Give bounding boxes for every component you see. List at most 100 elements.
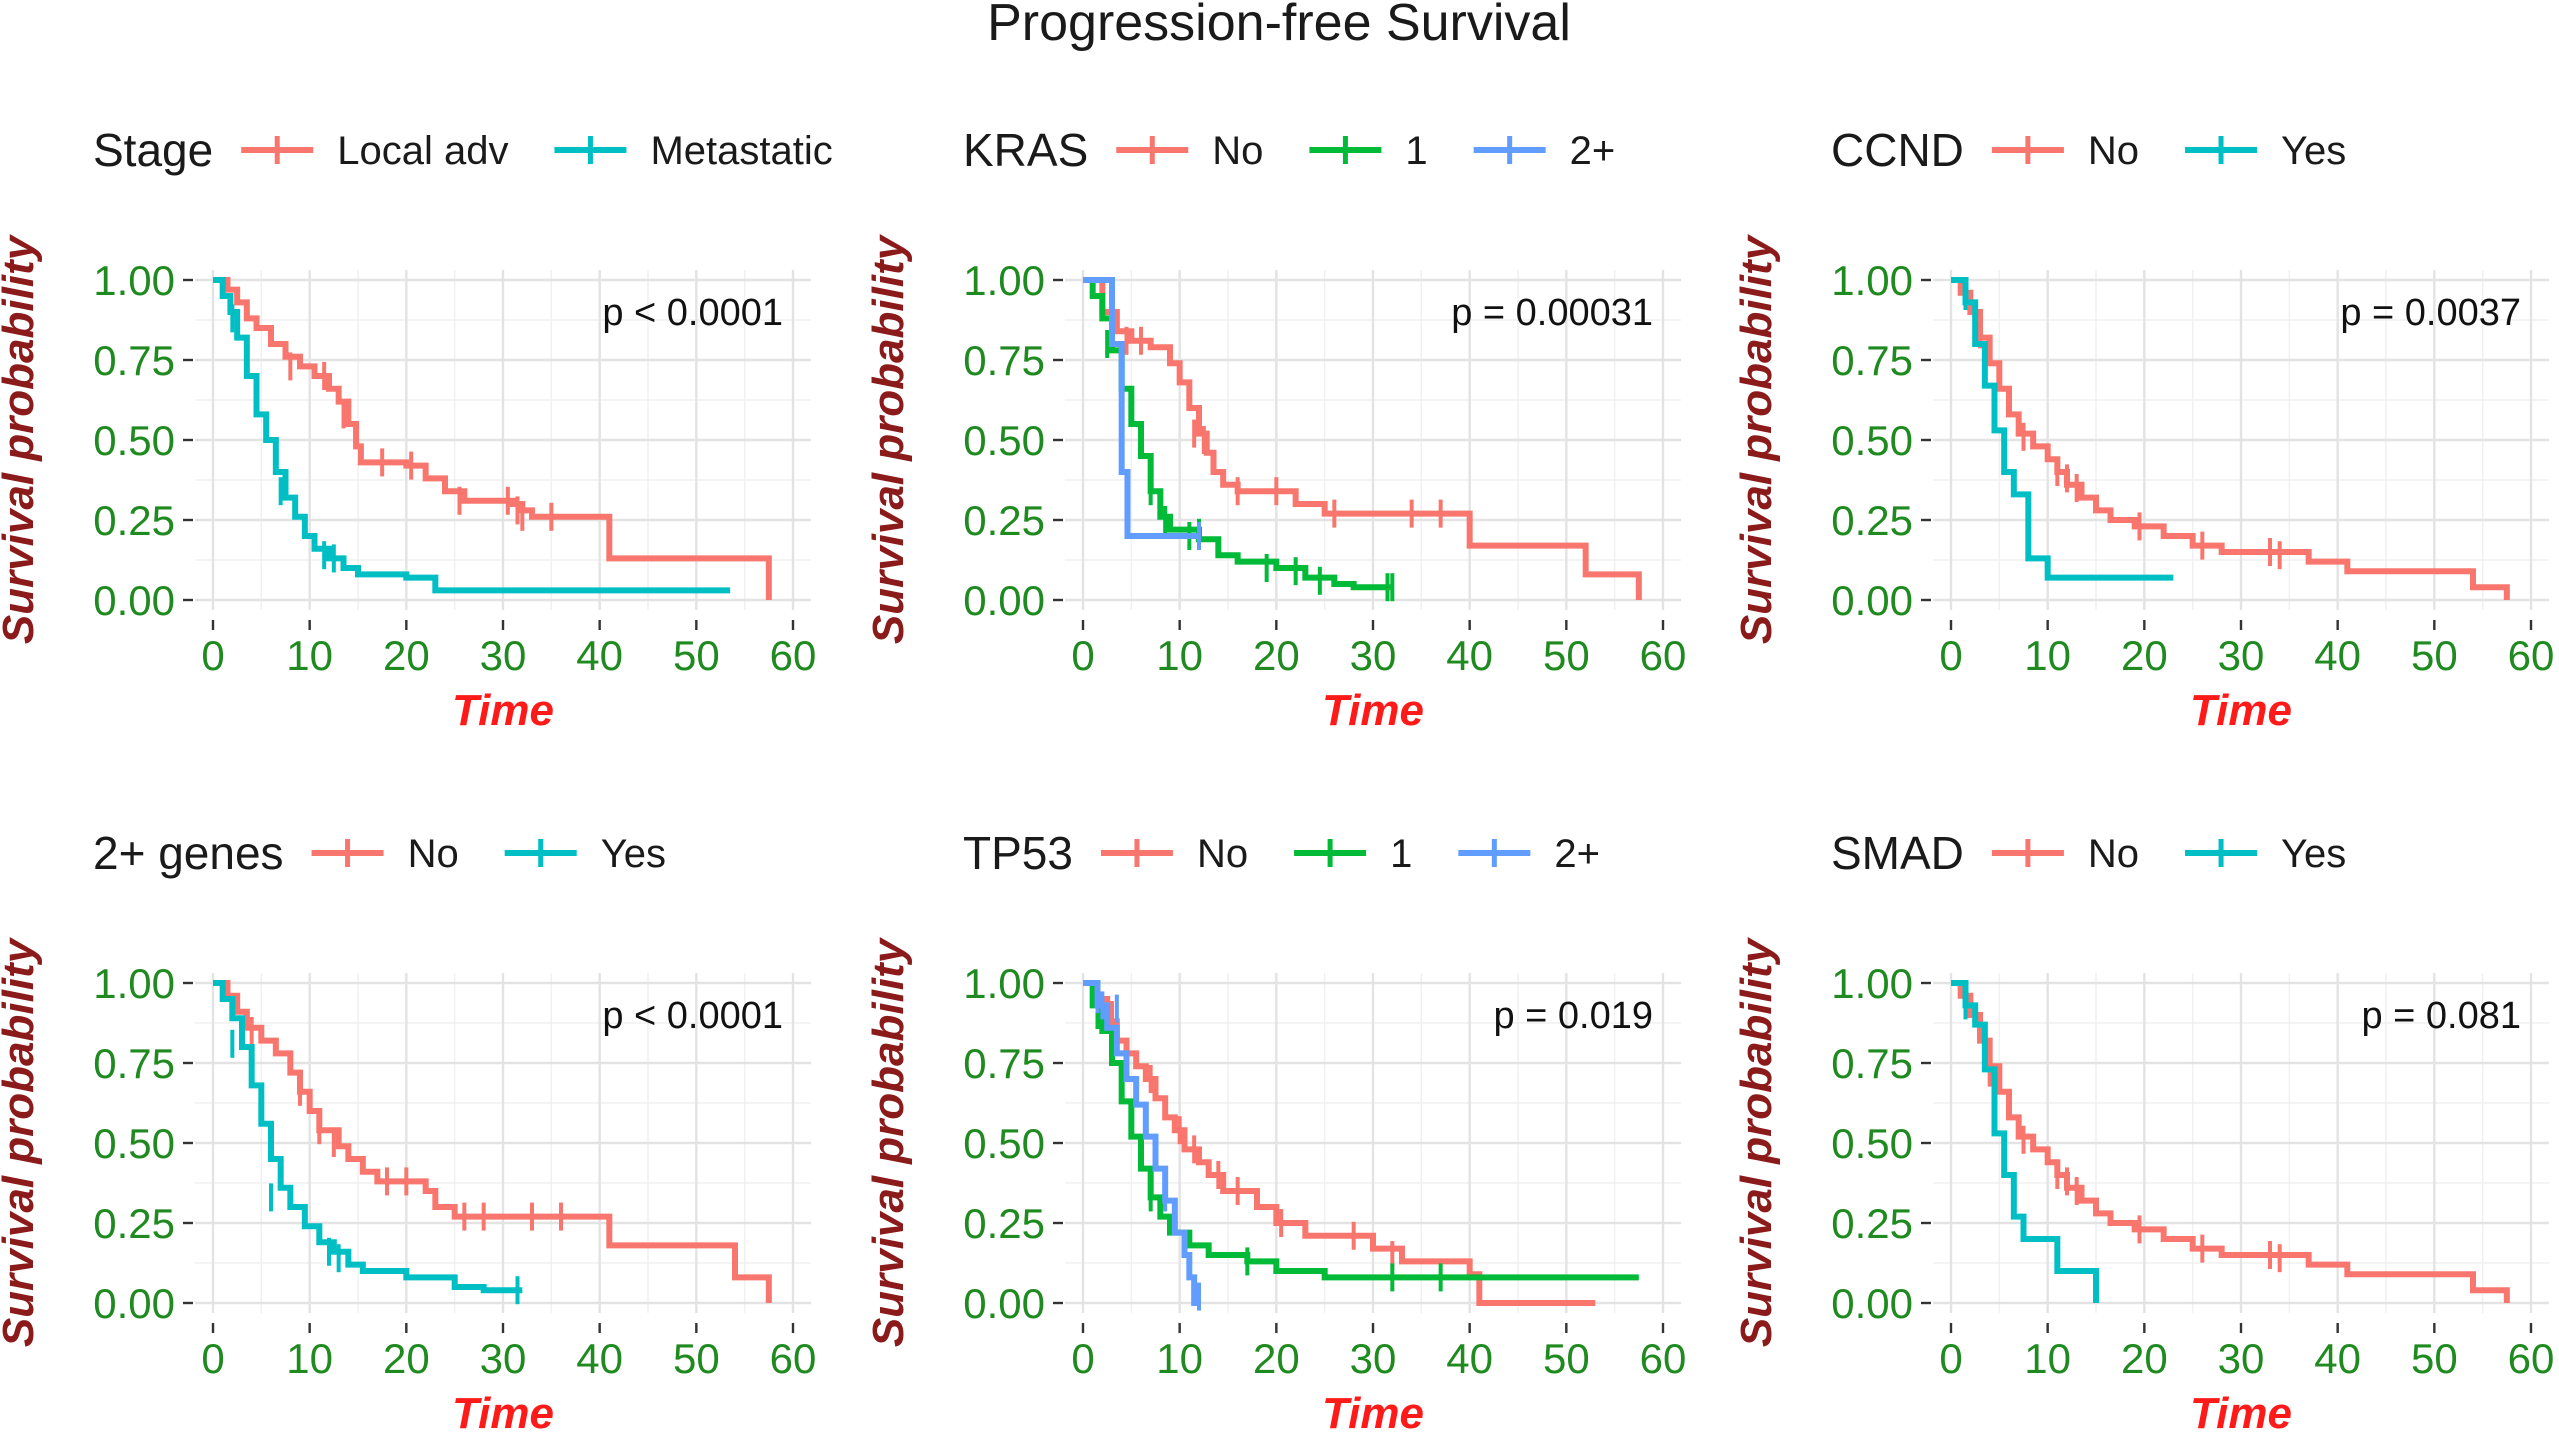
gridlines: [195, 270, 811, 610]
x-axis-title: Time: [2190, 686, 2292, 735]
p-value-label: p < 0.0001: [602, 995, 783, 1037]
x-tick-label: 50: [1543, 1335, 1590, 1382]
y-tick-label: 0.50: [93, 417, 175, 464]
legend-label: 2+: [1570, 129, 1616, 173]
legend-title: SMAD: [1831, 827, 1964, 879]
y-tick-label: 0.25: [93, 497, 175, 544]
x-tick-label: 20: [383, 632, 430, 679]
y-axis-title: Survival probability: [1732, 233, 1781, 644]
y-tick-label: 0.75: [1831, 337, 1913, 384]
x-tick-label: 50: [1543, 632, 1590, 679]
legend-label: Yes: [601, 832, 666, 876]
legend-key: 1: [1294, 832, 1412, 876]
x-tick-label: 20: [2121, 1335, 2168, 1382]
p-value-label: p < 0.0001: [602, 292, 783, 334]
legend-label: No: [408, 832, 459, 876]
series-kras-0: [1083, 277, 1642, 600]
x-tick-label: 60: [2508, 1335, 2555, 1382]
x-tick-label: 10: [1156, 1335, 1203, 1382]
figure-title: Progression-free Survival: [987, 0, 1571, 52]
y-tick-label: 0.50: [963, 1120, 1045, 1167]
y-tick-label: 0.75: [93, 1040, 175, 1087]
gridlines: [195, 973, 811, 1313]
survival-curve: [1083, 980, 1639, 1281]
y-tick-label: 0.75: [963, 337, 1045, 384]
x-tick-label: 40: [2314, 632, 2361, 679]
x-tick-label: 0: [201, 1335, 224, 1382]
x-tick-label: 40: [1446, 632, 1493, 679]
legend-key: 2+: [1473, 129, 1616, 173]
km-panel-kras: 0.00 0.25 0.50 0.75 1.00 0 10 20 30 40 50 60 Surviva…: [864, 124, 1686, 735]
y-tick-label: 0.00: [963, 1280, 1045, 1327]
series-genes2-0: [213, 980, 772, 1303]
legend: KRAS No 1 2+: [963, 124, 1615, 176]
x-tick-label: 60: [2508, 632, 2555, 679]
p-value-label: p = 0.081: [2361, 995, 2521, 1037]
x-tick-label: 30: [2218, 632, 2265, 679]
x-tick-label: 20: [2121, 632, 2168, 679]
x-tick-label: 30: [480, 632, 527, 679]
series-smad-1: [1951, 980, 2099, 1303]
x-tick-label: 10: [286, 1335, 333, 1382]
legend-key: No: [1100, 832, 1248, 876]
series-genes2-1: [213, 980, 523, 1305]
legend-key: 2+: [1458, 832, 1600, 876]
y-tick-label: 0.50: [1831, 417, 1913, 464]
y-tick-label: 1.00: [1831, 960, 1913, 1007]
km-panel-ccnd: 0.00 0.25 0.50 0.75 1.00 0 10 20 30 40 50 60 Surviva…: [1732, 124, 2554, 735]
x-tick-label: 30: [1350, 632, 1397, 679]
y-tick-label: 0.75: [93, 337, 175, 384]
x-tick-label: 60: [1640, 1335, 1687, 1382]
y-tick-label: 0.00: [93, 1280, 175, 1327]
x-axis-title: Time: [452, 1389, 554, 1435]
y-tick-label: 1.00: [963, 960, 1045, 1007]
x-tick-label: 50: [2411, 1335, 2458, 1382]
x-axis-title: Time: [2190, 1389, 2292, 1435]
y-tick-label: 0.75: [963, 1040, 1045, 1087]
y-tick-label: 0.00: [1831, 577, 1913, 624]
legend-label: 2+: [1554, 832, 1600, 876]
y-tick-label: 0.00: [1831, 1280, 1913, 1327]
x-tick-label: 50: [673, 632, 720, 679]
legend-label: No: [2088, 832, 2139, 876]
x-tick-label: 20: [383, 1335, 430, 1382]
y-axis-title: Survival probability: [0, 233, 43, 644]
series-ccnd-0: [1951, 277, 2510, 600]
x-tick-label: 60: [770, 632, 817, 679]
x-tick-label: 30: [480, 1335, 527, 1382]
legend-key: Yes: [2185, 832, 2346, 876]
x-tick-label: 10: [1156, 632, 1203, 679]
survival-curve: [1083, 980, 1596, 1306]
x-tick-label: 0: [1939, 632, 1962, 679]
survival-curve: [1951, 980, 2099, 1303]
series-kras-2: [1083, 277, 1201, 550]
y-tick-label: 0.75: [1831, 1040, 1913, 1087]
legend: 2+ genes No Yes: [93, 827, 666, 879]
x-axis-title: Time: [1322, 1389, 1424, 1435]
y-tick-label: 0.00: [963, 577, 1045, 624]
x-tick-label: 20: [1253, 1335, 1300, 1382]
y-tick-label: 1.00: [1831, 257, 1913, 304]
legend-key: Metastatic: [554, 129, 833, 173]
x-tick-label: 50: [2411, 632, 2458, 679]
legend-key: No: [1116, 129, 1263, 173]
panels-container: 0.000.250.500.751.000 10 20 30 40 50 60Surviva…: [0, 124, 2554, 1435]
survival-curve: [1951, 277, 2174, 581]
x-tick-label: 10: [2024, 1335, 2071, 1382]
series-smad-0: [1951, 980, 2510, 1303]
legend-label: No: [1197, 832, 1248, 876]
y-tick-label: 0.00: [93, 577, 175, 624]
series-ccnd-1: [1951, 277, 2174, 581]
legend-title: TP53: [963, 827, 1073, 879]
x-tick-label: 20: [1253, 632, 1300, 679]
legend-label: Yes: [2281, 129, 2346, 173]
y-axis-title: Survival probability: [0, 936, 43, 1347]
x-tick-label: 10: [2024, 632, 2071, 679]
legend-key: Yes: [504, 832, 666, 876]
y-axis-title: Survival probability: [864, 936, 913, 1347]
y-tick-label: 0.25: [963, 1200, 1045, 1247]
km-panel-tp53: 0.00 0.25 0.50 0.75 1.00 0 10 20 30 40 50 60 Surviva…: [864, 827, 1686, 1435]
series-tp53-1: [1083, 980, 1639, 1292]
legend-label: 1: [1405, 129, 1427, 173]
